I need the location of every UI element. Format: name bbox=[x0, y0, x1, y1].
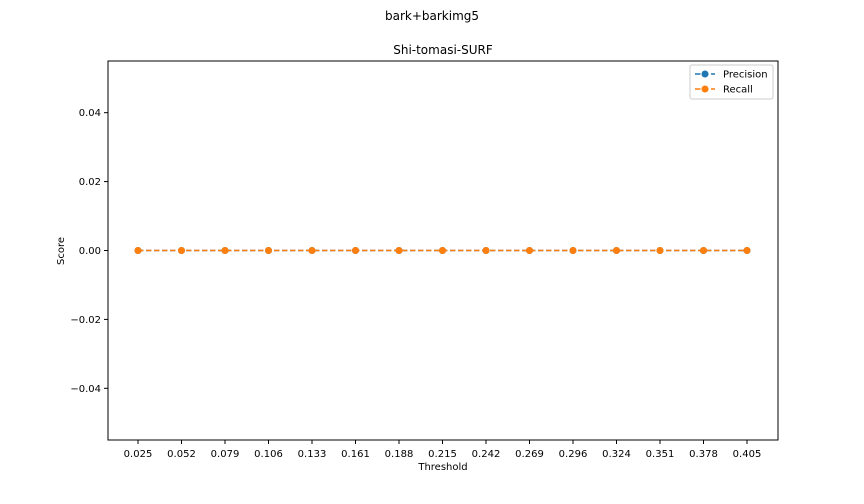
x-tick-label: 0.188 bbox=[385, 449, 414, 460]
y-tick-label: 0.00 bbox=[79, 246, 101, 257]
figure-suptitle: bark+barkimg5 bbox=[385, 9, 479, 23]
series-layer bbox=[134, 247, 751, 254]
data-point-recall bbox=[221, 247, 229, 254]
x-axis-label: Threshold bbox=[417, 462, 467, 473]
data-point-recall bbox=[352, 247, 359, 254]
data-point-recall bbox=[613, 247, 620, 254]
data-point-recall bbox=[700, 247, 707, 254]
x-tick-label: 0.269 bbox=[515, 449, 544, 460]
x-axis-ticks: 0.025 0.052 0.079 0.106 0.133 0.161 0.188 0.215… bbox=[124, 440, 762, 460]
x-tick-label: 0.106 bbox=[254, 449, 283, 460]
y-axis-ticks: −0.04 −0.02 0.00 0.02 0.04 bbox=[70, 108, 108, 395]
data-point-recall bbox=[656, 247, 664, 254]
legend-box bbox=[689, 64, 774, 100]
legend: Precision Recall bbox=[689, 64, 774, 100]
legend-label-precision: Precision bbox=[723, 70, 768, 81]
data-point-recall bbox=[395, 247, 403, 254]
data-point-recall bbox=[743, 247, 751, 254]
data-point-recall bbox=[482, 247, 490, 254]
x-tick-label: 0.079 bbox=[211, 449, 240, 460]
x-tick-label: 0.351 bbox=[646, 449, 675, 460]
x-tick-label: 0.405 bbox=[733, 449, 762, 460]
x-tick-label: 0.025 bbox=[124, 449, 153, 460]
data-point-recall bbox=[134, 247, 142, 254]
data-point-recall bbox=[526, 247, 533, 254]
data-point-recall bbox=[569, 247, 577, 254]
data-point-recall bbox=[265, 247, 272, 254]
legend-marker-precision bbox=[701, 70, 709, 78]
y-tick-label: 0.02 bbox=[79, 177, 101, 188]
y-tick-label: −0.04 bbox=[70, 384, 101, 395]
x-tick-label: 0.324 bbox=[602, 449, 631, 460]
y-tick-label: −0.02 bbox=[70, 315, 101, 326]
data-point-recall bbox=[178, 247, 185, 254]
x-tick-label: 0.161 bbox=[341, 449, 370, 460]
data-point-recall bbox=[308, 247, 316, 254]
x-tick-label: 0.242 bbox=[472, 449, 501, 460]
y-axis-label: Score bbox=[56, 237, 67, 265]
x-tick-label: 0.133 bbox=[298, 449, 327, 460]
x-tick-label: 0.378 bbox=[689, 449, 718, 460]
data-point-recall bbox=[439, 247, 446, 254]
x-tick-label: 0.052 bbox=[167, 449, 196, 460]
x-tick-label: 0.296 bbox=[559, 449, 588, 460]
x-tick-label: 0.215 bbox=[428, 449, 457, 460]
y-tick-label: 0.04 bbox=[79, 108, 101, 119]
chart-title: Shi-tomasi-SURF bbox=[393, 43, 493, 57]
legend-label-recall: Recall bbox=[723, 85, 753, 96]
legend-marker-recall bbox=[701, 85, 709, 93]
